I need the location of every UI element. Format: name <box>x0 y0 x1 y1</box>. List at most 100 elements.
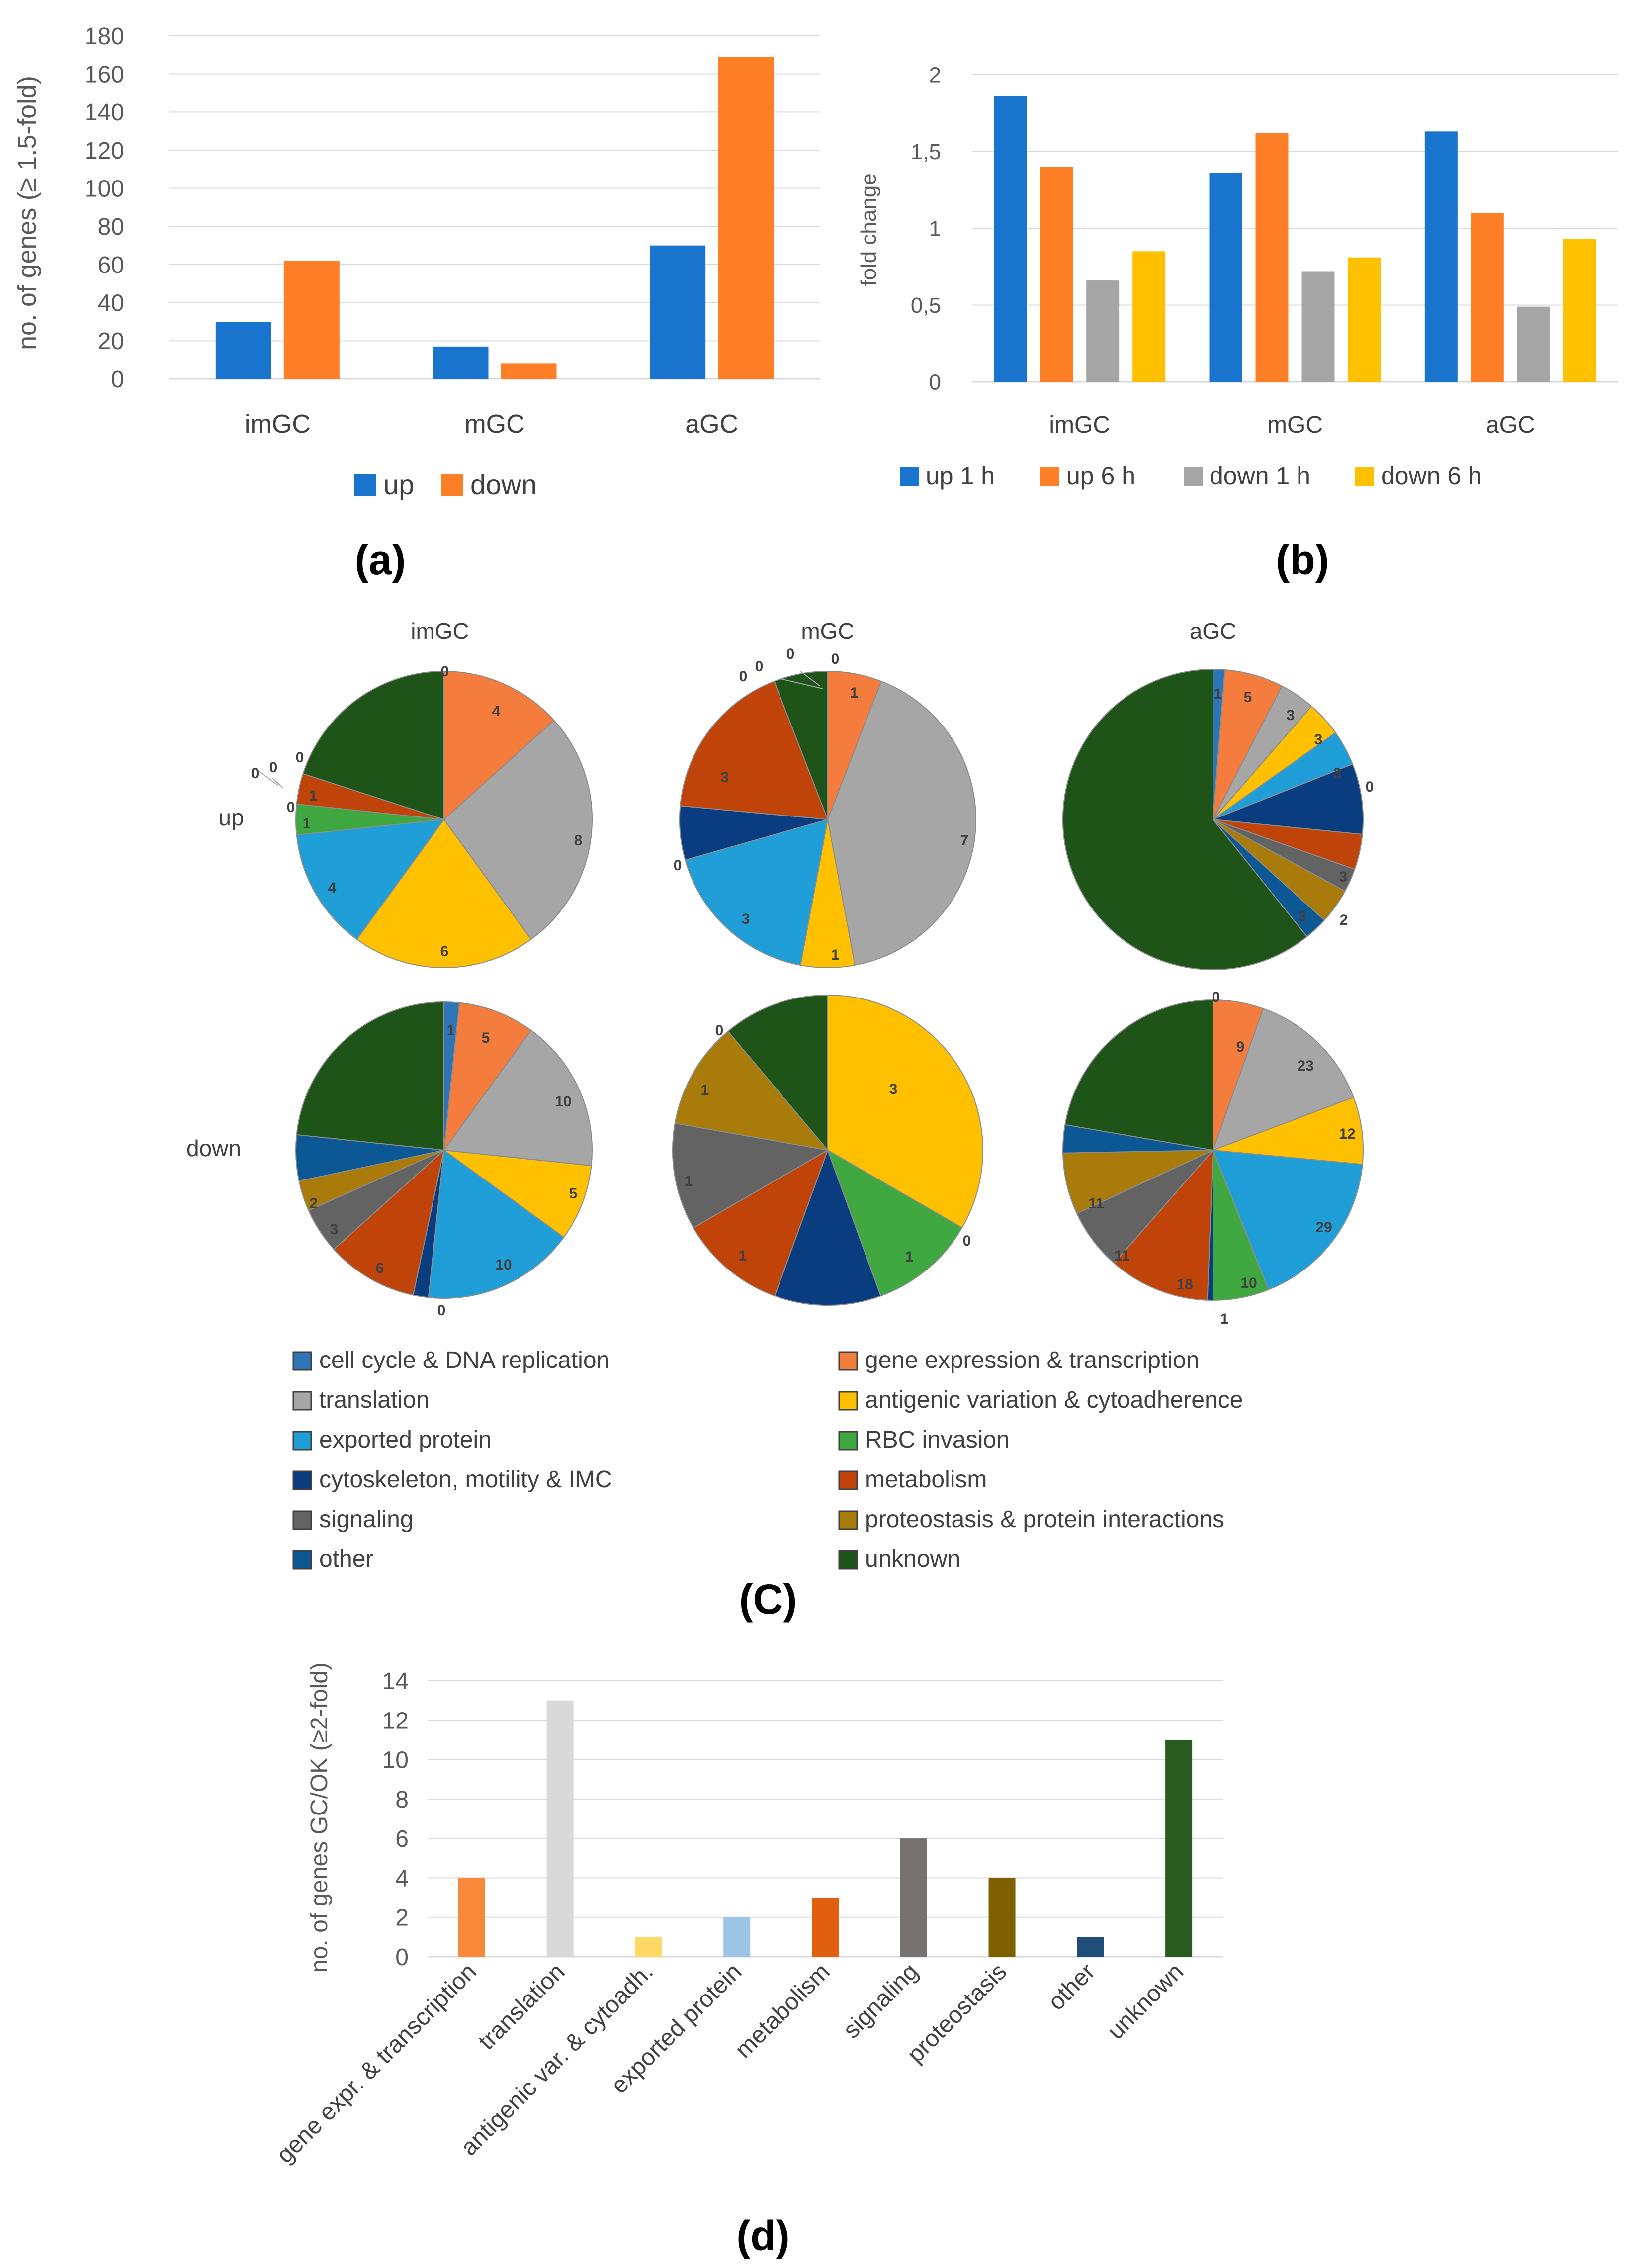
panel-b-y-axis-title: fold change <box>857 173 881 286</box>
pie-slice-down-imGC-translation <box>443 1029 593 1167</box>
y-tick-label: 1 <box>929 216 941 241</box>
pie-slice-down-imGC-antigenic-variation-cytoadherence <box>442 1149 592 1238</box>
bar-translation <box>546 1700 574 1957</box>
pie-slice-down-mGC-RBC-invasion <box>827 1149 963 1297</box>
pie-slice-down-mGC-proteostasis-protein-interactions <box>674 1030 829 1151</box>
pie-slice-down-aGC-signaling <box>1076 1150 1213 1264</box>
bar-up-1-h-aGC <box>1424 131 1458 382</box>
slice-label: 1 <box>685 1173 693 1189</box>
pie-slice-down-aGC-antigenic-variation-cytoadherence <box>1213 1096 1364 1165</box>
slice-label: 1 <box>447 1022 455 1039</box>
panel-c-pie-charts: imGC mGC aGC up down 0 4 8 6 4 1 0 1 0 0… <box>186 618 1374 1623</box>
x-category-label: gene expr. & transcription <box>271 1958 481 2168</box>
slice-label: 0 <box>963 1233 971 1249</box>
pie-slice-down-aGC-exported-protein <box>1212 1149 1363 1290</box>
y-tick-label: 0,5 <box>911 293 941 318</box>
x-category-label: metabolism <box>730 1958 835 2063</box>
bar-down-imGC <box>283 261 340 379</box>
y-tick-label: 4 <box>395 1865 409 1892</box>
pie-column-label-imGC: imGC <box>411 618 469 644</box>
legend-label: down 1 h <box>1210 462 1310 490</box>
pie-leader-lines <box>258 671 823 789</box>
bar-signaling <box>900 1838 927 1957</box>
y-tick-label: 14 <box>382 1668 409 1695</box>
y-tick-label: 6 <box>395 1826 409 1852</box>
y-tick-label: 180 <box>85 23 124 50</box>
slice-label: 0 <box>1212 989 1220 1005</box>
panel-c-label: (C) <box>739 1576 797 1623</box>
legend-swatch-proteostasis-protein-interactions <box>838 1510 858 1530</box>
pie-column-label-aGC: aGC <box>1190 618 1237 644</box>
bar-up-1-h-imGC <box>994 96 1027 382</box>
slice-label: 10 <box>1240 1275 1257 1291</box>
legend-label: cell cycle & DNA replication <box>319 1347 609 1373</box>
slice-label: 3 <box>1339 869 1348 885</box>
x-category-label: imGC <box>245 410 311 439</box>
pie-labels-down-mGC: 3 0 1 1 1 1 0 <box>685 1022 971 1265</box>
legend-swatch-exported-protein <box>292 1431 312 1451</box>
pie-row-label-up: up <box>218 805 244 830</box>
pie-slice-up-aGC-cytoskeleton-motility-IMC <box>1213 763 1364 835</box>
slice-label: 0 <box>441 663 449 680</box>
y-tick-label: 60 <box>98 252 124 278</box>
slice-label: 1 <box>309 788 318 804</box>
legend-label: RBC invasion <box>865 1427 1010 1453</box>
pie-slice-up-mGC-unknown <box>774 670 828 820</box>
slice-label: 3 <box>330 1221 339 1238</box>
panel-a-chart: no. of genes (≥ 1.5-fold) 0 20 40 60 80 100 12… <box>13 23 820 583</box>
pie-slice-up-imGC-gene-expression-transcription <box>443 670 555 821</box>
y-tick-label: 10 <box>382 1747 409 1774</box>
slice-label: 0 <box>269 759 278 776</box>
bar-antigenic-var-cytoadh- <box>635 1937 662 1957</box>
x-category-label: aGC <box>1486 412 1535 438</box>
x-category-label: aGC <box>685 410 738 439</box>
pie-slice-down-aGC-metabolism <box>1113 1149 1214 1301</box>
y-tick-label: 0 <box>929 370 941 394</box>
legend-label: down 6 h <box>1381 462 1482 490</box>
pie-labels-up-imGC: 0 4 8 6 4 1 0 1 0 0 0 <box>251 663 583 960</box>
slice-label: 1 <box>831 947 840 963</box>
slice-label: 7 <box>960 832 969 849</box>
pie-slice-up-aGC-gene-expression-transcription <box>1213 669 1283 820</box>
slice-label: 3 <box>889 1081 898 1097</box>
pie-slice-up-aGC-unknown <box>1062 668 1308 970</box>
bar-down-6-h-aGC <box>1563 239 1596 382</box>
y-tick-label: 120 <box>85 138 124 164</box>
slice-label: 1 <box>850 685 859 701</box>
leader-line <box>780 678 823 689</box>
pie-slice-down-mGC-signaling <box>672 1122 829 1229</box>
panel-d-y-axis-title: no. of genes GC/OK (≥2-fold) <box>306 1662 333 1973</box>
pie-slice-up-imGC-unknown <box>302 670 444 820</box>
legend-swatch-down-6-h <box>1355 467 1374 486</box>
pie-column-label-mGC: mGC <box>801 618 854 644</box>
bar-up-imGC <box>215 322 271 379</box>
slice-label: 0 <box>296 749 304 766</box>
pie-slice-down-aGC-unknown <box>1064 999 1213 1151</box>
y-tick-label: 2 <box>929 63 941 87</box>
bar-up-1-h-mGC <box>1209 173 1242 382</box>
legend-label: up 1 h <box>926 462 995 490</box>
pie-labels-up-aGC: 1 5 3 3 3 0 3 2 3 <box>1214 686 1374 928</box>
bar-up-mGC <box>433 346 489 379</box>
leader-line <box>272 778 284 789</box>
slice-label: 10 <box>555 1093 571 1110</box>
x-category-label: unknown <box>1103 1958 1189 2044</box>
legend-label: metabolism <box>865 1466 987 1493</box>
legend-swatch-down <box>441 474 463 496</box>
pie-labels-up-mGC: 0 1 7 1 3 0 3 0 0 0 <box>674 646 969 963</box>
legend-swatch-antigenic-variation-cytoadherence <box>838 1391 858 1411</box>
slice-label: 4 <box>328 880 337 896</box>
slice-label: 0 <box>715 1022 724 1039</box>
slice-label: 0 <box>251 765 260 782</box>
bar-up-6-h-mGC <box>1255 133 1289 382</box>
slice-label: 9 <box>1236 1039 1245 1055</box>
slice-label: 11 <box>1114 1248 1130 1264</box>
leader-line <box>800 671 821 687</box>
pie-row-label-down: down <box>186 1135 241 1161</box>
legend-swatch-signaling <box>292 1510 312 1530</box>
slice-label: 3 <box>721 769 729 786</box>
panel-d-chart: no. of genes GC/OK (≥2-fold) 0 2 4 6 8 10 12 14… <box>271 1662 1223 2259</box>
slice-label: 0 <box>287 799 295 816</box>
bar-down-1-h-imGC <box>1086 280 1120 382</box>
pie-slice-down-aGC-translation <box>1212 1008 1354 1151</box>
